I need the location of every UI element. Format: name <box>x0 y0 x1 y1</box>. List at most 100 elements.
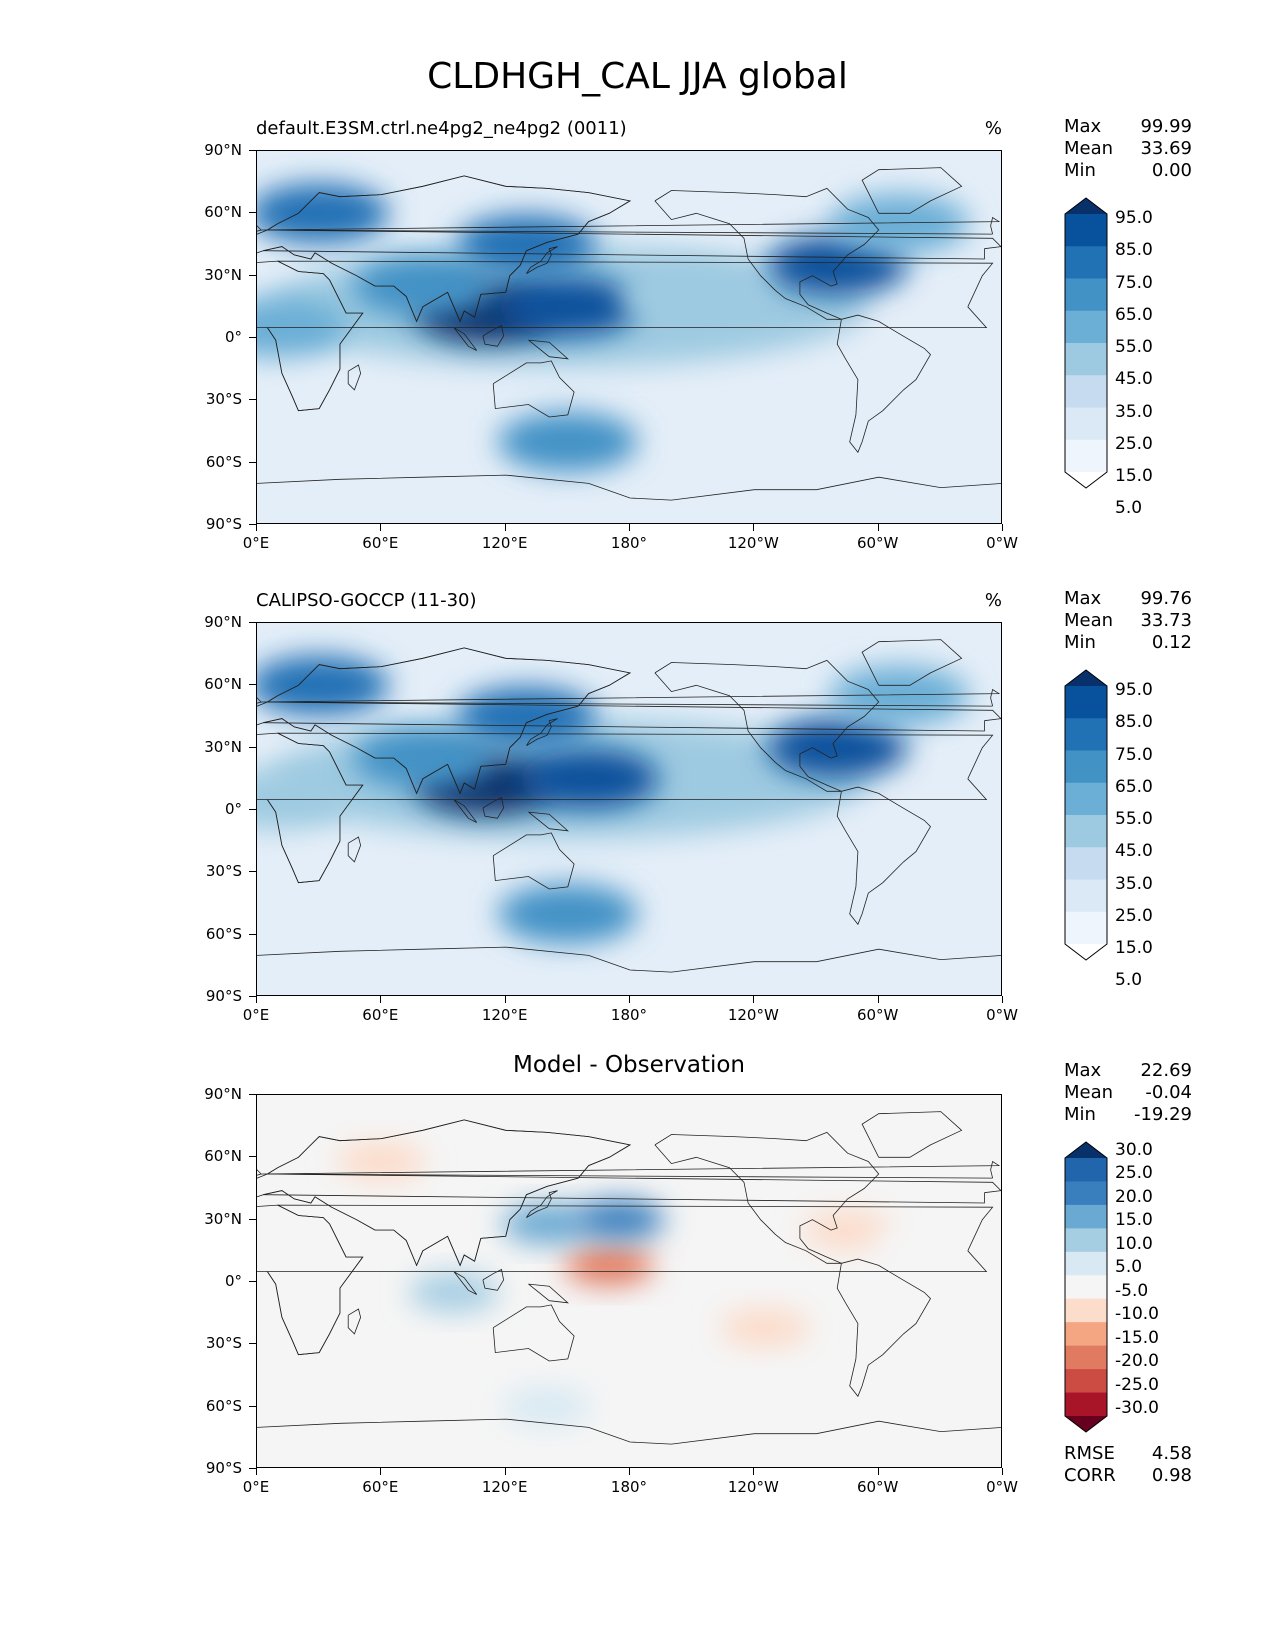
colorbar-label: 5.0 <box>1115 970 1143 991</box>
stat-min: Min 0.12 <box>1064 632 1192 653</box>
coastline <box>526 246 558 274</box>
stats-box: Max 99.99 Mean 33.69 Min 0.00 <box>1064 116 1192 182</box>
coastline <box>654 659 880 792</box>
colorbar-extend-min <box>1065 1416 1107 1432</box>
lat-tick <box>249 809 256 810</box>
lat-tick <box>249 1281 256 1282</box>
colorbar-outline <box>1064 1141 1108 1433</box>
colorbar-extend-min <box>1065 472 1107 488</box>
lat-tick-label: 60°N <box>204 1147 242 1166</box>
stat-mean: Mean 33.73 <box>1064 610 1192 631</box>
lat-tick-label: 60°S <box>205 924 242 943</box>
colorbar-extend-max <box>1065 198 1107 214</box>
colorbar-label: 35.0 <box>1115 873 1153 894</box>
colorbar-label: 95.0 <box>1115 208 1153 228</box>
lat-tick <box>249 684 256 686</box>
lon-tick <box>753 1468 755 1475</box>
coastline <box>261 216 1001 235</box>
lat-tick-label: 0° <box>224 800 242 818</box>
lon-tick <box>1002 996 1003 1003</box>
coastline <box>453 799 478 823</box>
lon-tick-label: 120°E <box>481 1006 528 1024</box>
colorbar-segment <box>1065 815 1107 848</box>
lat-tick <box>249 1405 256 1407</box>
lat-tick-label: 90°N <box>204 141 242 159</box>
panel-model: default.E3SM.ctrl.ne4pg2_ne4pg2 (0011) %… <box>0 116 1275 578</box>
stat-min: Min -19.29 <box>1064 1104 1192 1125</box>
coastline <box>257 647 632 795</box>
colorbar-outline <box>1064 197 1108 489</box>
coastline <box>347 836 362 863</box>
lat-tick <box>249 337 256 338</box>
field-anomaly <box>829 665 970 726</box>
map-model <box>256 150 1002 524</box>
coastline <box>257 1169 262 1176</box>
lon-tick <box>256 524 257 531</box>
coastline <box>257 175 632 323</box>
colorbar-label: 30.0 <box>1115 1140 1153 1160</box>
field-anomaly <box>497 411 638 472</box>
lat-tick <box>249 746 256 748</box>
lon-tick-label: 0°W <box>986 1006 1018 1024</box>
lon-tick <box>256 996 257 1003</box>
colorbar-segment <box>1065 439 1107 473</box>
field-anomaly <box>257 183 390 244</box>
colorbar-label: 25.0 <box>1115 905 1153 926</box>
colorbar-label: 15.0 <box>1115 938 1153 958</box>
lat-tick-label: 60°S <box>205 1396 242 1415</box>
lon-tick <box>877 996 879 1003</box>
panel-units: % <box>984 118 1002 139</box>
coastline <box>526 718 558 746</box>
coastline <box>526 1190 558 1218</box>
colorbar-label: -25.0 <box>1115 1374 1159 1395</box>
field-anomaly <box>518 748 659 809</box>
colorbar-segment <box>1065 1298 1107 1323</box>
coastline <box>528 339 570 360</box>
lon-tick <box>629 1468 630 1475</box>
colorbar-svg <box>1064 1141 1108 1433</box>
colorbar-svg <box>1064 669 1108 961</box>
colorbar-label: -20.0 <box>1115 1351 1159 1372</box>
colorbar-label: 45.0 <box>1115 369 1153 390</box>
coastline <box>861 1111 963 1158</box>
panel-units: % <box>984 590 1002 611</box>
colorbar-extend-max <box>1065 670 1107 686</box>
lat-tick <box>249 1094 256 1095</box>
colorbar-label: 5.0 <box>1115 498 1143 519</box>
colorbar-label: 10.0 <box>1115 1233 1153 1254</box>
lon-tick <box>380 524 382 531</box>
coastline <box>654 187 880 320</box>
lon-tick <box>629 524 630 531</box>
lon-tick-label: 120°W <box>727 1006 779 1024</box>
lat-tick <box>249 524 256 525</box>
colorbar-label: 65.0 <box>1115 304 1153 325</box>
colorbar-segment <box>1065 1322 1107 1347</box>
stat-max: Max 22.69 <box>1064 1060 1192 1081</box>
lat-tick-label: 60°S <box>205 452 242 471</box>
field-anomaly <box>875 1230 966 1271</box>
field-anomaly <box>497 883 638 944</box>
field-anomaly <box>574 1199 665 1240</box>
field-anomaly <box>352 256 493 317</box>
lon-tick <box>1002 1468 1003 1475</box>
colorbar-label: -30.0 <box>1115 1398 1159 1418</box>
field-anomaly <box>352 728 493 789</box>
metrics-box: RMSE 4.58 CORR 0.98 <box>1064 1443 1192 1487</box>
panel-title: CALIPSO-GOCCP (11-30) <box>256 590 477 611</box>
lon-tick-label: 120°W <box>727 534 779 552</box>
lon-tick-label: 120°E <box>481 1478 528 1496</box>
field-anomaly <box>767 717 908 778</box>
colorbar-label: 35.0 <box>1115 401 1153 422</box>
lon-tick-label: 180° <box>610 1478 648 1496</box>
field-anomaly <box>456 686 597 747</box>
stat-max: Max 99.99 <box>1064 116 1192 137</box>
coastline <box>257 1418 1001 1445</box>
lat-tick-label: 60°N <box>204 203 242 222</box>
lon-tick <box>877 524 879 531</box>
lat-tick <box>249 1156 256 1158</box>
coastline <box>347 364 362 391</box>
colorbar-label: 95.0 <box>1115 680 1153 700</box>
colorbar-segment <box>1065 718 1107 751</box>
lat-tick-label: 30°N <box>204 1209 242 1228</box>
lon-tick-label: 60°E <box>362 1006 399 1024</box>
